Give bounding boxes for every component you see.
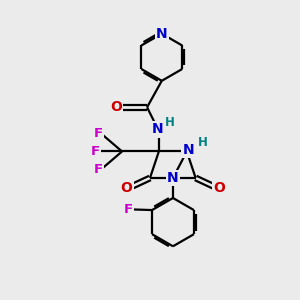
Text: N: N [156, 27, 168, 41]
Text: H: H [198, 136, 208, 148]
Text: O: O [213, 181, 225, 195]
Text: F: F [124, 203, 133, 216]
Text: F: F [94, 163, 103, 176]
Text: O: O [110, 100, 122, 114]
Text: F: F [90, 145, 100, 158]
Text: O: O [121, 181, 132, 195]
Text: N: N [152, 122, 163, 136]
Text: N: N [167, 171, 179, 185]
Text: H: H [165, 116, 175, 129]
Text: N: N [182, 143, 194, 157]
Text: F: F [94, 127, 103, 140]
